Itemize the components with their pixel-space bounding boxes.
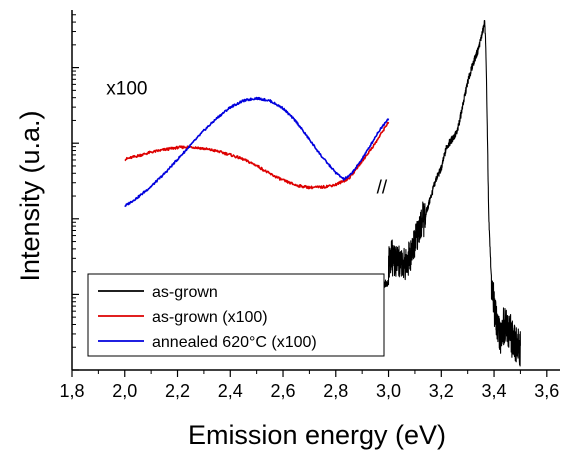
y-axis-title: Intensity (u.a.): [15, 110, 45, 281]
x-tick-label: 3,6: [534, 381, 559, 401]
axis-break-mark: //: [377, 178, 388, 199]
x-tick-label: 3,2: [429, 381, 454, 401]
scale-annotation: x100: [106, 79, 147, 100]
series-line-3: [124, 96, 390, 208]
x-tick-label: 2,2: [165, 381, 190, 401]
x-axis-title: Emission energy (eV): [188, 420, 446, 450]
ticks: 1,8 2,0 2,2 2,4 2,6 2,8 3,0 3,2 3,4 3,6: [59, 14, 559, 401]
legend-entry-3: annealed 620°C (x100): [152, 334, 317, 351]
legend-box: [87, 273, 385, 357]
legend: as-grown as-grown (x100) annealed 620°C (x…: [87, 273, 385, 357]
x-tick-label: 2,8: [323, 381, 348, 401]
x-tick-label: 2,0: [112, 381, 137, 401]
x-tick-label: 2,4: [218, 381, 243, 401]
x-tick-label: 3,0: [376, 381, 401, 401]
legend-entry-2: as-grown (x100): [152, 309, 268, 326]
plot-content: [124, 19, 521, 367]
series-line-2: [124, 121, 390, 190]
legend-entry-1: as-grown: [152, 284, 218, 301]
x-tick-label: 3,4: [482, 381, 507, 401]
annotations: x100 //: [106, 79, 388, 199]
x-tick-label: 1,8: [59, 381, 84, 401]
series-line-1: [372, 19, 521, 367]
x-tick-label: 2,6: [271, 381, 296, 401]
axes: [71, 10, 560, 371]
